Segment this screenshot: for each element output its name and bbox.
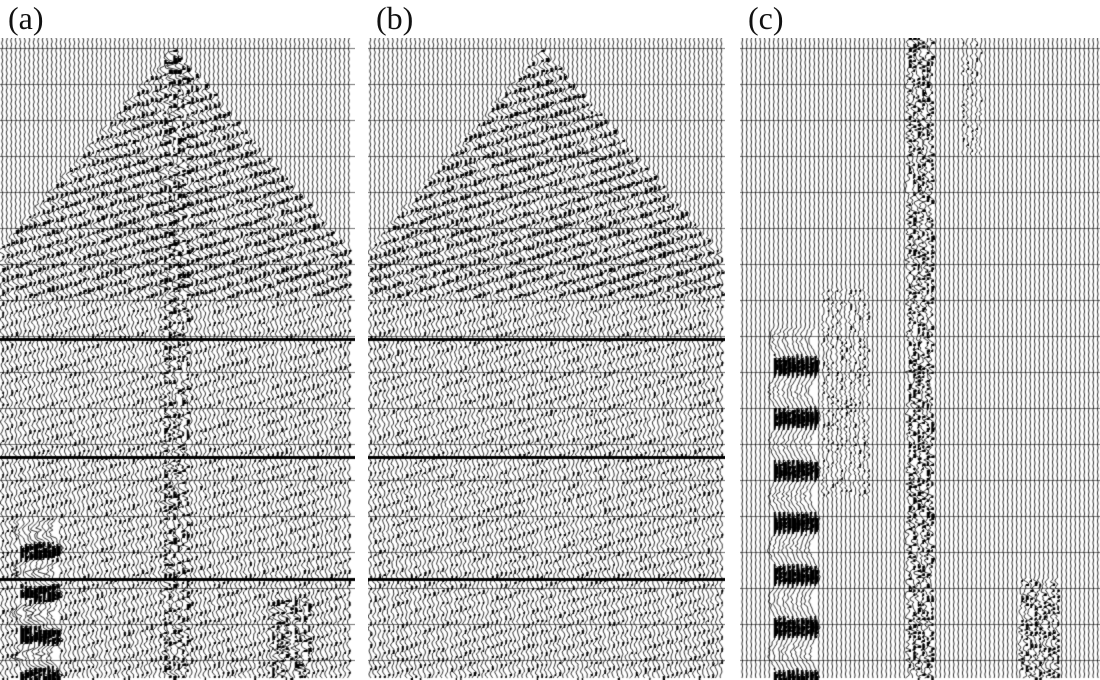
seismic-gather-b — [368, 38, 725, 680]
panel-c: (c) — [740, 0, 1100, 680]
seismic-gather-a — [0, 38, 355, 680]
panel-c-label: (c) — [748, 0, 784, 36]
panel-b-label: (b) — [376, 0, 414, 36]
panel-a-label: (a) — [8, 0, 44, 36]
panel-b: (b) — [368, 0, 725, 680]
seismic-gather-c — [740, 38, 1100, 680]
panel-a: (a) — [0, 0, 355, 680]
